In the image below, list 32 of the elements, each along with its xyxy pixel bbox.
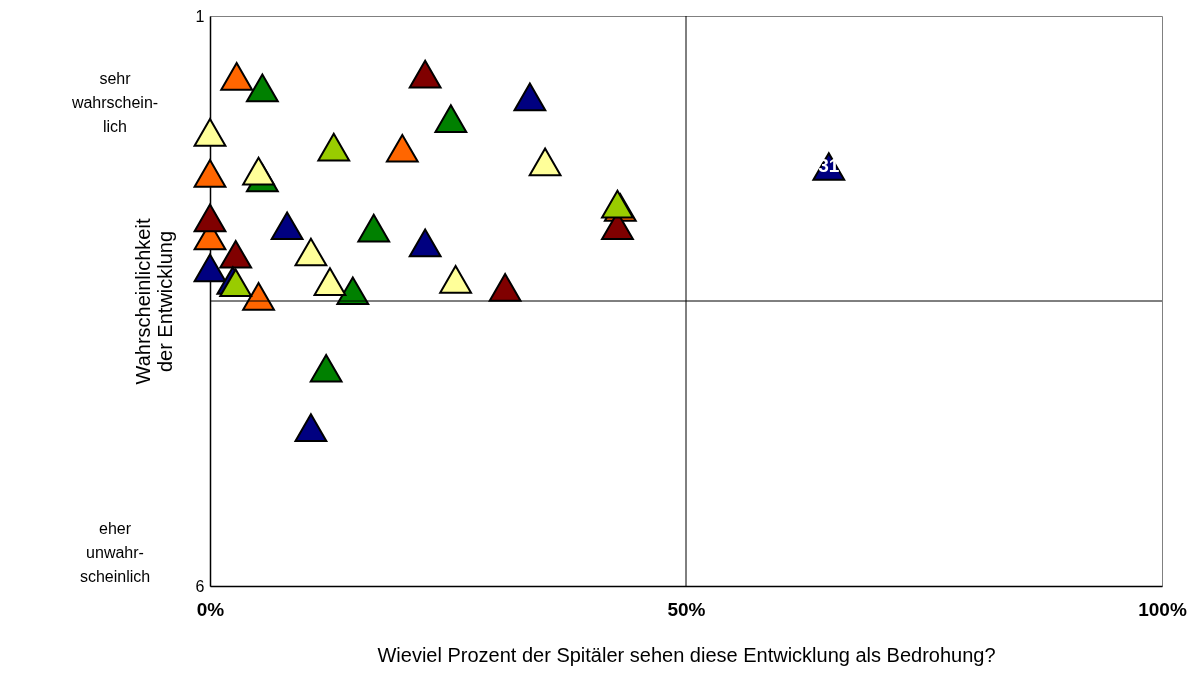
y-tick-label: 1 xyxy=(195,7,205,25)
point xyxy=(270,211,304,241)
text: eher unwahr- scheinlich xyxy=(79,520,151,585)
point xyxy=(193,253,227,283)
x-tick-label: 50% xyxy=(667,598,706,620)
x-axis-title: Wieviel Prozent der Spitäler sehen diese Entwicklung als Bedrohung? xyxy=(377,643,996,666)
point xyxy=(408,59,442,89)
point xyxy=(245,73,279,103)
point xyxy=(242,156,275,186)
point xyxy=(408,228,442,258)
point xyxy=(193,117,227,147)
y-tick-label: 6 xyxy=(195,577,205,595)
point xyxy=(439,264,473,294)
y-axis-title: Wahrscheinlichkeit der Entwicklung xyxy=(131,218,176,385)
point xyxy=(219,239,253,269)
point xyxy=(488,272,522,302)
point xyxy=(528,147,562,177)
point xyxy=(513,82,547,112)
point xyxy=(313,267,347,296)
point xyxy=(385,133,419,163)
point xyxy=(317,132,351,162)
point xyxy=(309,353,343,383)
x-tick-label: 100% xyxy=(1138,598,1187,620)
point xyxy=(193,158,227,188)
point xyxy=(357,213,391,243)
x-tick-label: 0% xyxy=(196,598,225,620)
point xyxy=(294,413,328,442)
point xyxy=(434,104,468,133)
text: sehr wahrschein- lich xyxy=(70,69,159,135)
point xyxy=(294,237,328,267)
point xyxy=(220,62,254,91)
point xyxy=(193,203,227,233)
